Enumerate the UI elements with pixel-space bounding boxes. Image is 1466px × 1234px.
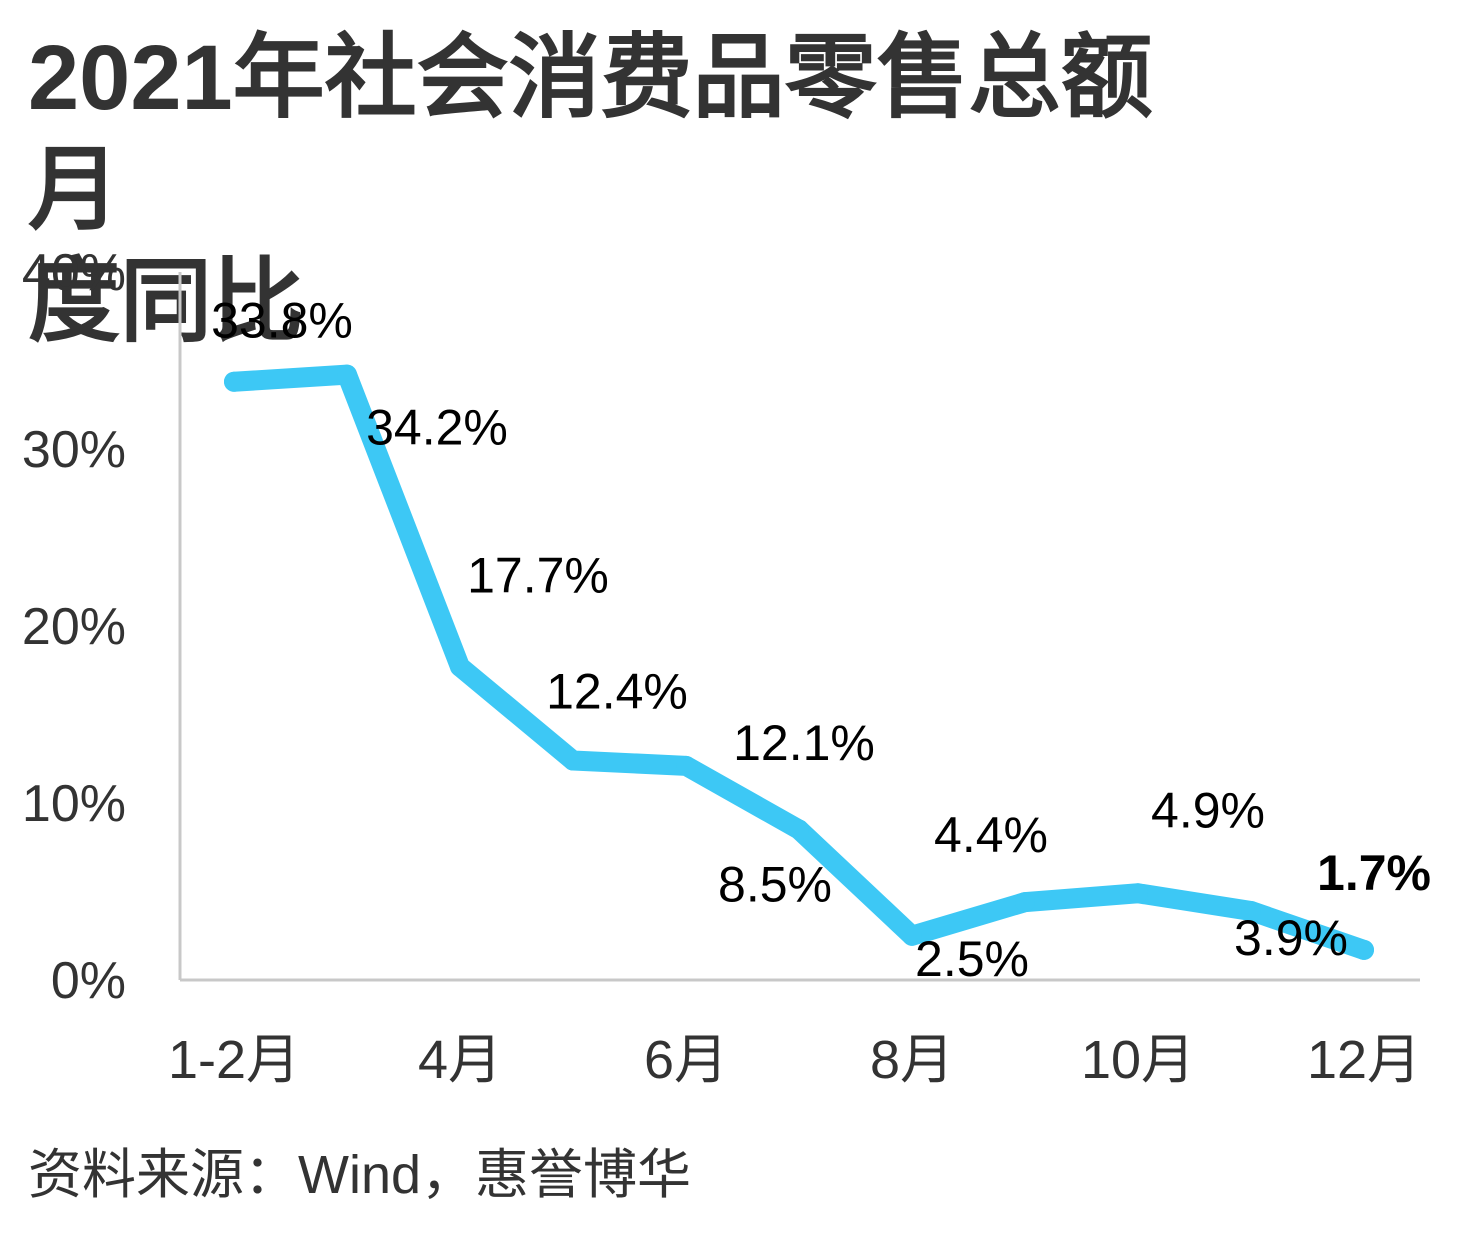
data-point <box>224 371 244 392</box>
data-label: 17.7% <box>467 548 609 604</box>
data-point <box>337 364 357 385</box>
data-label: 12.4% <box>546 664 688 720</box>
source-note: 资料来源：Wind，惠誉博华 <box>28 1145 692 1205</box>
y-tick-label: 30% <box>22 421 126 479</box>
data-label: 34.2% <box>366 400 508 456</box>
data-point <box>1015 892 1035 913</box>
data-point <box>563 750 583 771</box>
data-point <box>1354 939 1374 960</box>
data-label: 8.5% <box>718 857 832 913</box>
x-tick-label: 6月 <box>644 1030 728 1090</box>
y-tick-label: 40% <box>22 244 126 302</box>
data-label: 12.1% <box>733 715 875 771</box>
data-point <box>902 925 922 946</box>
data-point <box>1241 900 1261 921</box>
data-label: 33.8% <box>211 293 353 349</box>
data-point <box>450 656 470 677</box>
y-tick-label: 20% <box>22 598 126 656</box>
data-label: 3.9% <box>1234 910 1348 966</box>
data-point <box>676 755 696 776</box>
data-point <box>1128 883 1148 904</box>
x-tick-label: 8月 <box>870 1030 954 1090</box>
x-tick-label: 4月 <box>418 1030 502 1090</box>
x-tick-label: 10月 <box>1081 1030 1195 1090</box>
y-tick-label: 10% <box>22 775 126 833</box>
data-label: 4.4% <box>934 807 1048 863</box>
chart-title: 2021年社会消费品零售总额月 度同比 <box>28 22 1228 358</box>
chart-title-line-2: 度同比 <box>28 251 305 353</box>
data-label: 1.7% <box>1317 845 1431 901</box>
data-label: 4.9% <box>1151 782 1265 838</box>
chart-title-line-1: 2021年社会消费品零售总额月 <box>28 27 1153 241</box>
x-tick-label: 12月 <box>1307 1030 1421 1090</box>
y-tick-label: 0% <box>51 952 126 1010</box>
x-tick-label: 1-2月 <box>168 1030 300 1090</box>
data-label: 2.5% <box>915 931 1029 987</box>
data-point <box>789 819 809 840</box>
